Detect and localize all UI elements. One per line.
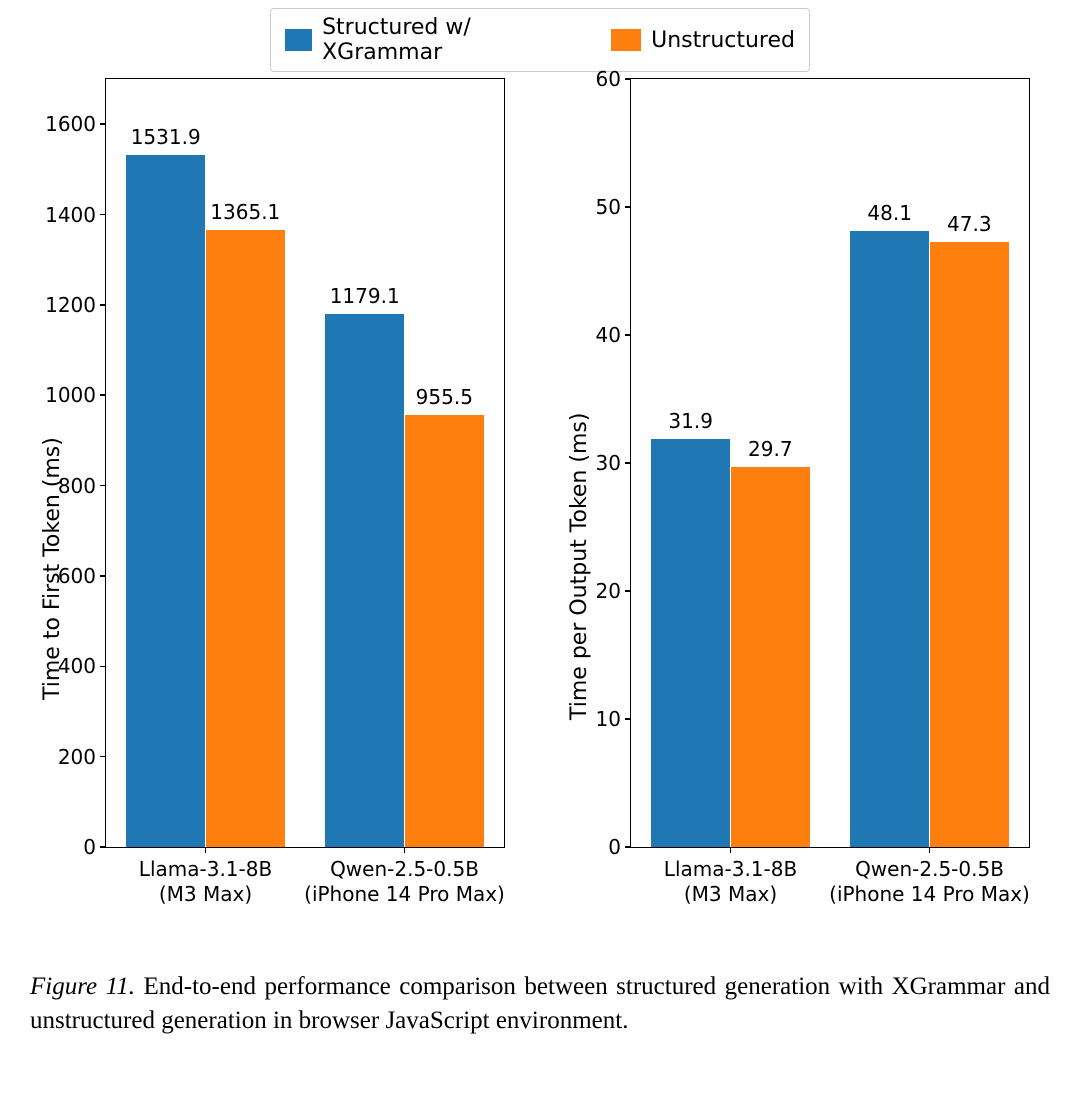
ytick-mark	[100, 846, 106, 848]
bar	[930, 242, 1010, 847]
bar-value-label: 47.3	[947, 212, 992, 236]
ytick-label: 20	[596, 579, 621, 603]
ytick-label: 200	[58, 745, 96, 769]
legend-item-structured: Structured w/ XGrammar	[285, 15, 571, 65]
legend-label-structured: Structured w/ XGrammar	[322, 15, 571, 65]
bar-value-label: 1531.9	[131, 125, 201, 149]
ytick-label: 1400	[45, 203, 96, 227]
ytick-mark	[100, 666, 106, 668]
ytick-label: 0	[608, 835, 621, 859]
legend-swatch-structured	[285, 29, 312, 51]
bar	[405, 415, 485, 847]
xtick-label: Llama-3.1-8B(M3 Max)	[664, 857, 797, 907]
chart-tpot: 0102030405060Llama-3.1-8B(M3 Max)31.929.…	[630, 78, 1030, 848]
figure-root: Structured w/ XGrammar Unstructured 0200…	[0, 0, 1080, 1113]
xtick-mark	[404, 847, 406, 853]
xtick-label: Llama-3.1-8B(M3 Max)	[139, 857, 272, 907]
chart-ttft: 02004006008001000120014001600Llama-3.1-8…	[105, 78, 505, 848]
ylabel-tpot: Time per Output Token (ms)	[567, 413, 592, 720]
xtick-label: Qwen-2.5-0.5B(iPhone 14 Pro Max)	[829, 857, 1030, 907]
legend-swatch-unstructured	[611, 29, 641, 51]
xtick-mark	[205, 847, 207, 853]
ytick-mark	[100, 214, 106, 216]
bar-value-label: 48.1	[867, 201, 912, 225]
ytick-label: 60	[596, 67, 621, 91]
ytick-mark	[100, 756, 106, 758]
legend: Structured w/ XGrammar Unstructured	[270, 8, 810, 72]
bar-value-label: 31.9	[668, 409, 713, 433]
figure-caption: Figure 11. End-to-end performance compar…	[30, 970, 1050, 1038]
ytick-mark	[625, 462, 631, 464]
ytick-mark	[625, 206, 631, 208]
legend-label-unstructured: Unstructured	[651, 28, 795, 53]
ytick-label: 30	[596, 451, 621, 475]
bar-value-label: 1365.1	[210, 200, 280, 224]
ytick-label: 0	[83, 835, 96, 859]
ytick-mark	[625, 590, 631, 592]
bar	[126, 155, 206, 847]
ytick-mark	[625, 334, 631, 336]
ytick-mark	[100, 123, 106, 125]
ytick-mark	[100, 485, 106, 487]
bar-value-label: 1179.1	[330, 284, 400, 308]
xtick-label: Qwen-2.5-0.5B(iPhone 14 Pro Max)	[304, 857, 505, 907]
bar	[651, 439, 731, 847]
ytick-mark	[100, 394, 106, 396]
ytick-label: 1600	[45, 112, 96, 136]
ytick-label: 1200	[45, 293, 96, 317]
bar	[325, 314, 405, 847]
bar	[850, 231, 930, 847]
bar	[731, 467, 811, 847]
ytick-mark	[625, 78, 631, 80]
ylabel-ttft: Time to First Token (ms)	[40, 437, 65, 700]
bar	[206, 230, 286, 847]
ytick-label: 40	[596, 323, 621, 347]
ytick-mark	[100, 304, 106, 306]
ytick-mark	[625, 718, 631, 720]
ytick-label: 10	[596, 707, 621, 731]
ytick-mark	[100, 575, 106, 577]
ytick-label: 1000	[45, 383, 96, 407]
legend-item-unstructured: Unstructured	[611, 28, 795, 53]
xtick-mark	[929, 847, 931, 853]
bar-value-label: 955.5	[416, 385, 473, 409]
figure-caption-label: Figure 11.	[30, 973, 135, 1000]
figure-caption-text: End-to-end performance comparison betwee…	[30, 973, 1050, 1034]
ytick-label: 50	[596, 195, 621, 219]
bar-value-label: 29.7	[748, 437, 793, 461]
xtick-mark	[730, 847, 732, 853]
ytick-mark	[625, 846, 631, 848]
